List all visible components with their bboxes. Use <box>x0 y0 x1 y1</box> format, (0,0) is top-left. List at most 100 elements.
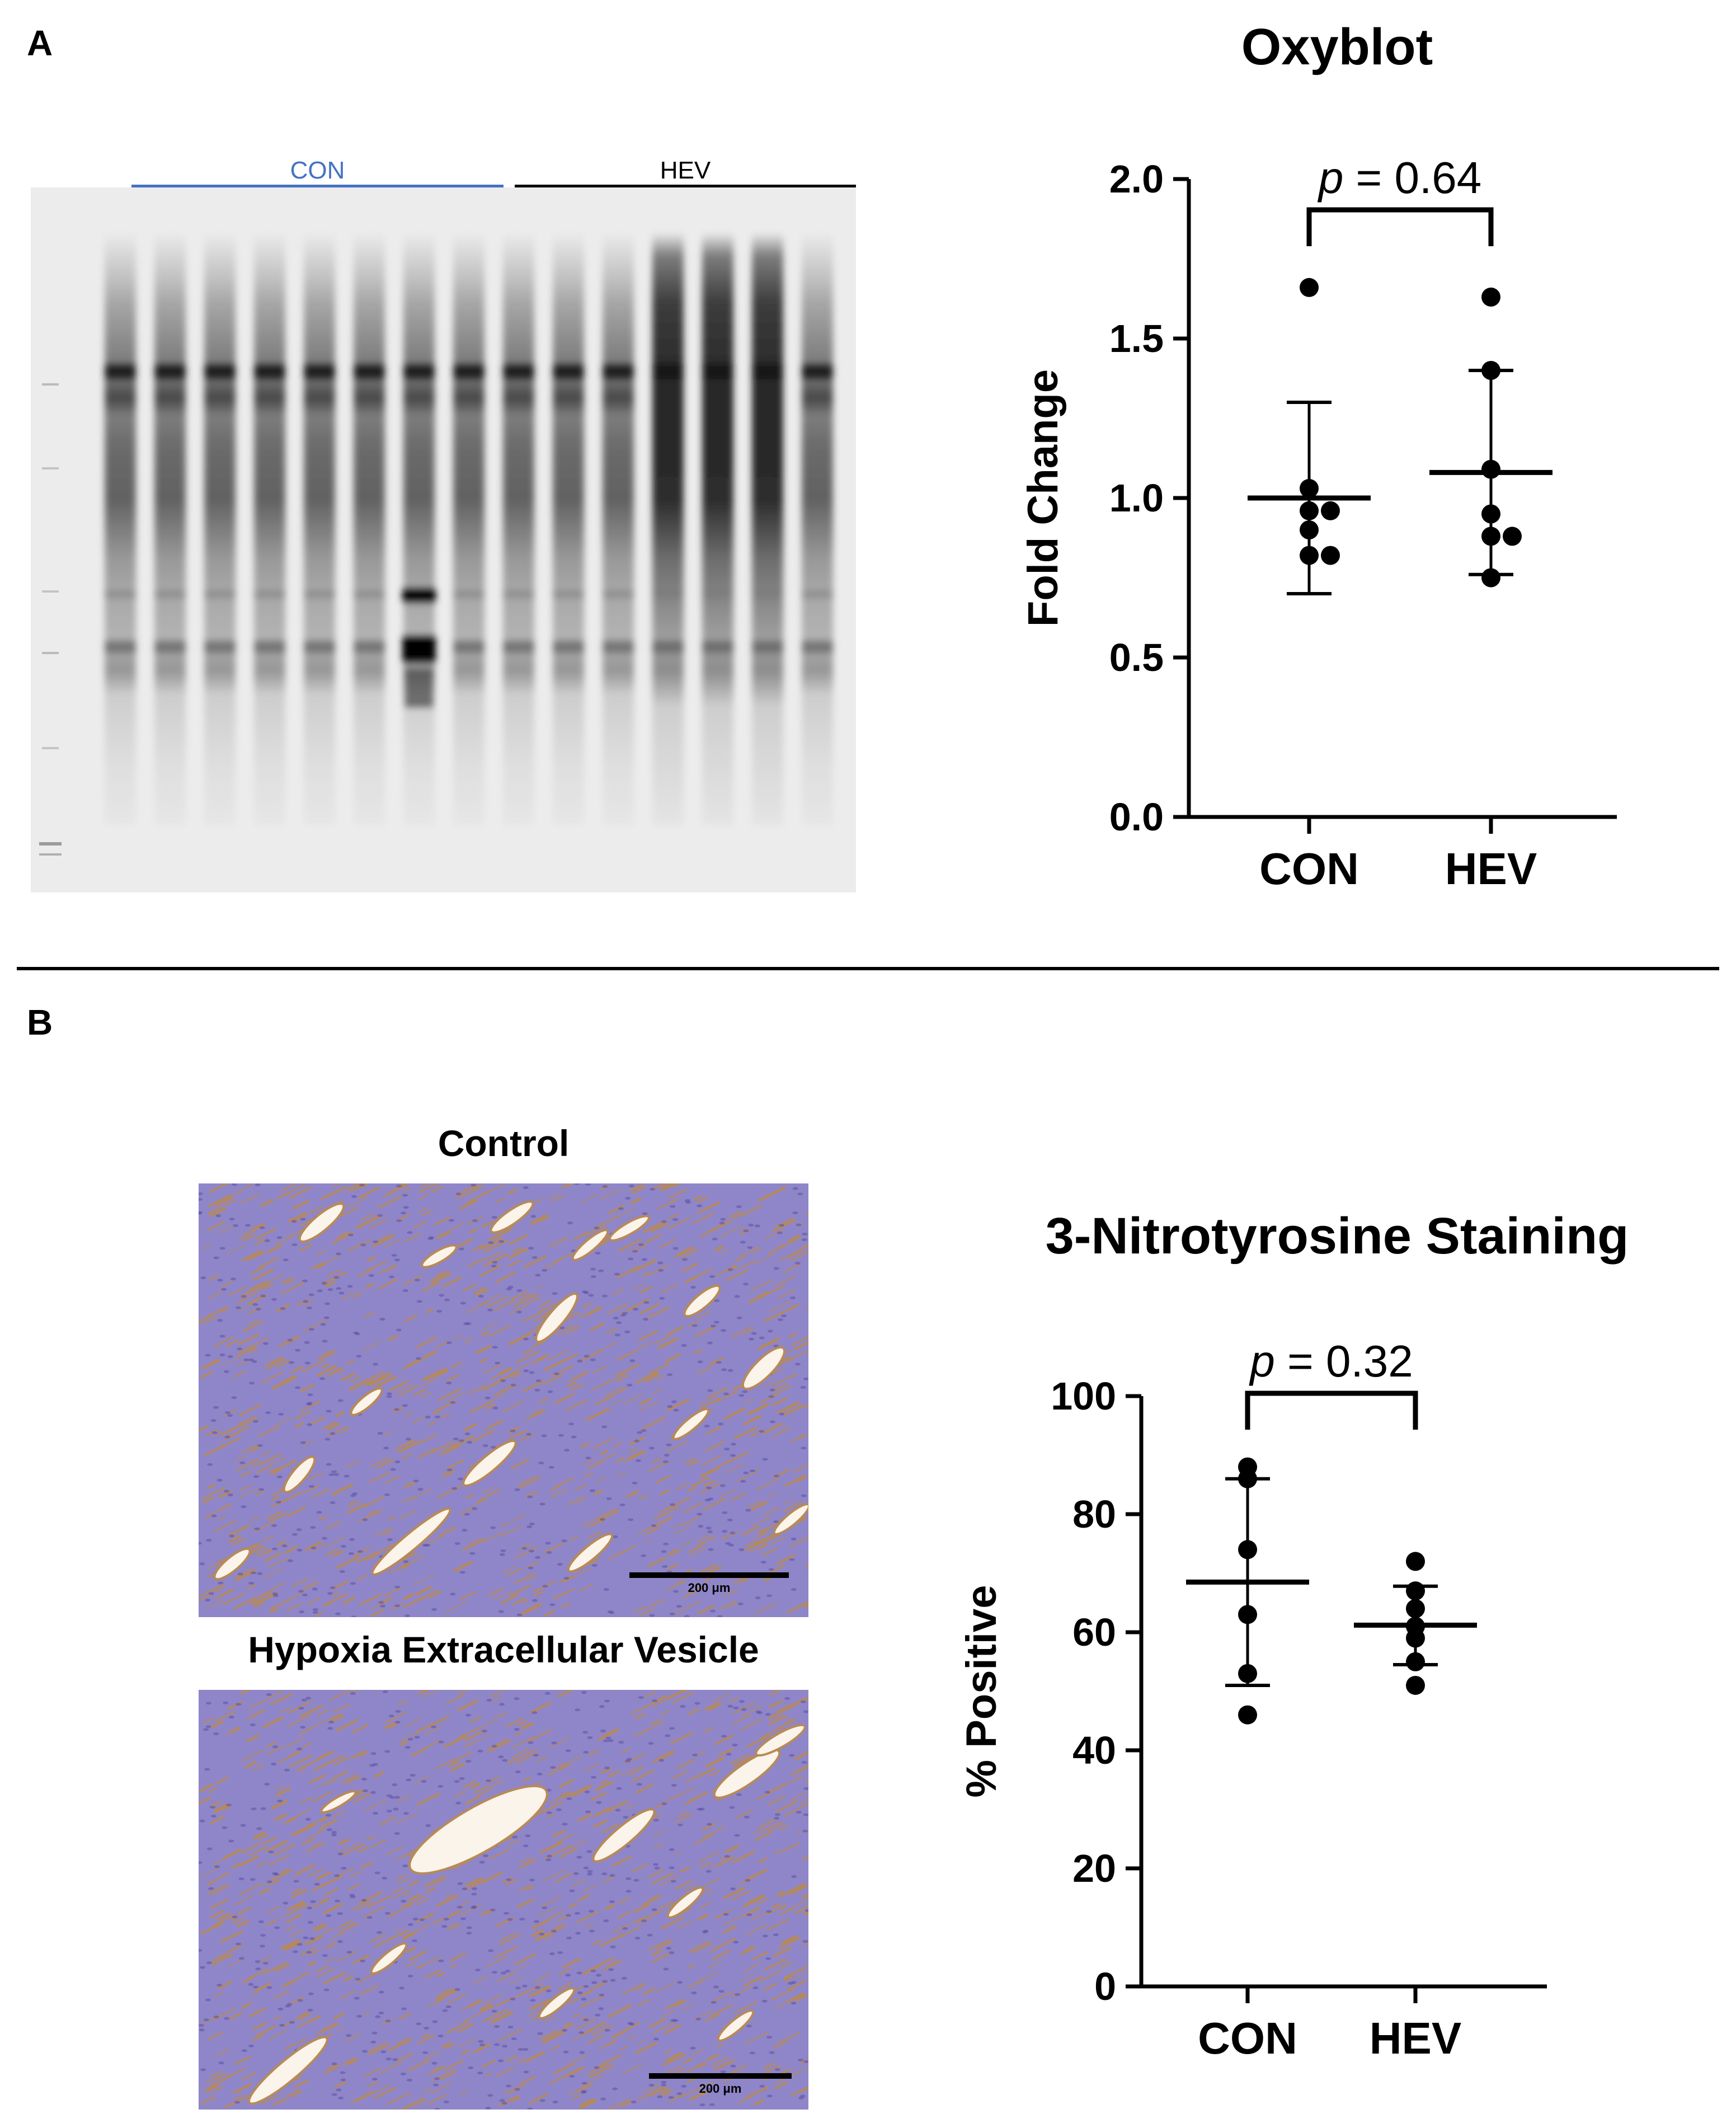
stain-fiber <box>425 2051 441 2060</box>
stain-fiber <box>774 2001 790 2009</box>
stain-fiber <box>550 2045 560 2051</box>
blot-band <box>354 641 385 653</box>
stain-fiber <box>697 1768 714 1777</box>
stain-fiber <box>675 1880 692 1890</box>
nucleus <box>410 1774 416 1777</box>
nucleus <box>394 1721 401 1724</box>
stain-fiber <box>469 1401 492 1413</box>
stain-fiber <box>270 1358 284 1366</box>
stain-fiber <box>543 2031 561 2041</box>
nucleus <box>766 2094 773 2098</box>
stain-fiber <box>363 2067 382 2078</box>
stain-fiber <box>233 1188 246 1196</box>
stain-fiber <box>243 1234 256 1242</box>
nucleus <box>234 2101 240 2104</box>
data-point <box>1238 1469 1257 1488</box>
nucleus <box>502 1759 508 1762</box>
stain-fiber <box>465 1877 482 1887</box>
stain-fiber <box>280 1868 289 1874</box>
stain-fiber <box>346 1359 355 1365</box>
stain-fiber <box>269 1607 279 1613</box>
stain-fiber <box>774 1849 782 1854</box>
nucleus <box>203 1728 209 1731</box>
nucleus <box>396 1328 402 1332</box>
stain-fiber <box>364 1798 388 1811</box>
nucleus <box>534 1986 540 1989</box>
stain-fiber <box>637 2093 650 2102</box>
nucleus <box>394 1796 400 1799</box>
blot-lane <box>802 232 833 825</box>
stain-fiber <box>239 1855 259 1867</box>
nucleus <box>662 1565 668 1568</box>
nucleus <box>254 1527 260 1530</box>
nucleus <box>341 1867 347 1870</box>
nucleus <box>312 1611 318 1614</box>
nucleus <box>490 1526 496 1529</box>
stain-fiber <box>651 1952 670 1963</box>
nucleus <box>233 1224 239 1227</box>
stain-fiber <box>246 1183 255 1188</box>
stain-fiber <box>488 1587 504 1596</box>
stain-fiber <box>331 1591 341 1597</box>
stain-fiber <box>799 1243 808 1251</box>
stain-fiber <box>476 1345 492 1354</box>
nucleus <box>327 1727 333 1730</box>
nucleus <box>641 1429 647 1432</box>
nucleus <box>575 1708 581 1712</box>
nucleus <box>237 1572 243 1576</box>
nucleus <box>361 1899 367 1902</box>
nucleus <box>650 1187 656 1191</box>
nucleus <box>528 1566 534 1570</box>
nucleus <box>622 1927 628 1930</box>
nucleus <box>789 1754 795 1757</box>
stain-fiber <box>491 2011 514 2024</box>
stain-fiber <box>570 1878 586 1887</box>
stain-fiber <box>620 2100 633 2108</box>
nucleus <box>404 1746 411 1749</box>
stain-fiber <box>507 1189 518 1195</box>
stain-fiber <box>395 1928 402 1933</box>
stain-fiber <box>439 1526 457 1537</box>
stain-fiber <box>290 1904 310 1914</box>
lumen <box>248 2036 328 2105</box>
stain-fiber <box>557 1324 577 1336</box>
nucleus <box>584 1790 590 1793</box>
stain-fiber <box>773 2040 788 2049</box>
stain-fiber <box>240 1471 252 1478</box>
stain-fiber <box>216 1952 226 1958</box>
micrograph-image <box>199 1183 808 1617</box>
stain-fiber <box>579 2099 598 2110</box>
stain-fiber <box>260 1453 281 1465</box>
stain-fiber <box>464 1740 477 1748</box>
nucleus <box>668 2096 674 2099</box>
stain-fiber <box>319 1897 329 1904</box>
nucleus <box>501 2102 507 2105</box>
stain-fiber <box>502 1566 516 1573</box>
stain-fiber <box>708 1703 722 1711</box>
stain-fiber <box>632 1198 642 1204</box>
stain-fiber <box>279 1491 304 1504</box>
stain-fiber <box>314 1263 324 1269</box>
stain-fiber <box>739 1246 760 1257</box>
nucleus <box>802 1829 808 1833</box>
blot-band <box>553 364 584 379</box>
stain-fiber <box>681 2087 702 2098</box>
stain-fiber <box>469 1716 482 1723</box>
stain-fiber <box>449 1963 458 1969</box>
lumen <box>567 1533 614 1573</box>
nucleus <box>574 1183 580 1185</box>
stain-fiber <box>608 2004 633 2018</box>
stain-fiber <box>719 1225 743 1238</box>
stain-fiber <box>214 1336 233 1347</box>
lumen <box>490 1200 534 1234</box>
nucleus <box>718 1990 724 1993</box>
stain-fiber <box>763 2062 775 2070</box>
nucleus <box>385 2057 392 2061</box>
nucleus <box>779 1412 785 1416</box>
stain-fiber <box>654 1830 666 1837</box>
stain-fiber <box>316 1968 335 1979</box>
nucleus <box>787 1982 793 1985</box>
stain-fiber <box>744 1962 761 1972</box>
nucleus <box>691 1991 697 1995</box>
stain-fiber <box>704 1878 720 1887</box>
